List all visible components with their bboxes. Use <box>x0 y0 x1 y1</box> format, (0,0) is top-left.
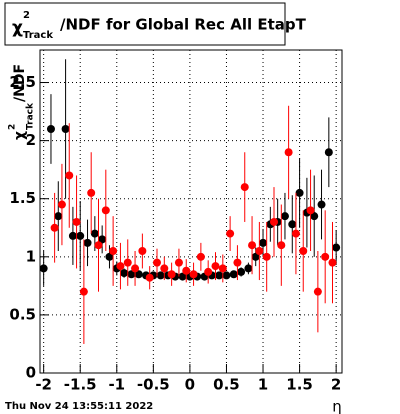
x-tick-label: 1 <box>258 376 268 394</box>
data-point <box>79 287 88 296</box>
title-sup: 2 <box>23 10 30 21</box>
data-point <box>211 262 220 271</box>
data-point <box>54 212 63 221</box>
data-point <box>291 229 300 238</box>
data-point <box>244 264 253 273</box>
data-point <box>313 287 322 296</box>
y-label: /NDF <box>12 64 28 102</box>
x-tick-label: 0 <box>185 376 195 394</box>
data-point <box>226 229 235 238</box>
y-tick-label: 2 <box>26 131 36 149</box>
data-point <box>83 238 92 247</box>
data-point <box>295 188 304 197</box>
x-tick-label: -1.5 <box>64 376 97 394</box>
data-point <box>123 258 132 267</box>
data-point <box>233 258 242 267</box>
data-point <box>251 252 260 261</box>
y-tick-label: 0.5 <box>9 305 36 323</box>
data-point <box>215 271 224 280</box>
plot-frame <box>39 49 343 374</box>
x-tick-label: 2 <box>331 376 341 394</box>
data-point <box>321 252 330 261</box>
x-tick-label: -0.5 <box>137 376 170 394</box>
data-point <box>160 264 169 273</box>
data-point <box>288 220 297 229</box>
data-point <box>65 171 74 180</box>
data-point <box>174 258 183 267</box>
data-point <box>277 241 286 250</box>
data-point <box>299 247 308 256</box>
chart-title: /NDF for Global Rec All EtapT <box>60 16 307 34</box>
y-label-sup: 2 <box>8 124 18 130</box>
data-point <box>237 267 246 276</box>
x-tick-label: 0.5 <box>213 376 240 394</box>
x-tick-label: 1.5 <box>286 376 313 394</box>
data-point <box>72 217 81 226</box>
data-point <box>134 270 143 279</box>
data-point <box>182 266 191 275</box>
data-point <box>90 229 99 238</box>
data-point <box>306 206 315 215</box>
data-point <box>105 252 114 261</box>
data-point <box>255 247 264 256</box>
data-point <box>138 247 147 256</box>
data-point <box>156 271 165 280</box>
data-point <box>229 270 238 279</box>
y-tick-label: 0 <box>26 364 36 382</box>
x-tick-label: -1 <box>108 376 125 394</box>
data-point <box>332 243 341 252</box>
data-point <box>68 231 77 240</box>
data-point <box>280 212 289 221</box>
data-point <box>87 188 96 197</box>
y-label-sub: Track <box>26 102 36 130</box>
data-point <box>196 252 205 261</box>
data-point <box>39 264 48 273</box>
title-sub: Track <box>23 30 53 41</box>
data-point <box>218 264 227 273</box>
y-axis-label: χ 2 Track /NDF <box>8 64 36 140</box>
data-point <box>109 247 118 256</box>
data-point <box>248 241 257 250</box>
data-point <box>222 271 231 280</box>
data-point <box>269 217 278 226</box>
data-point <box>98 235 107 244</box>
data-point <box>61 125 70 134</box>
data-point <box>120 269 129 278</box>
footer: Thu Nov 24 13:55:11 2022 <box>5 401 153 412</box>
x-tick-label: -2 <box>35 376 52 394</box>
data-point <box>284 148 293 157</box>
data-point <box>167 270 176 279</box>
data-point <box>189 270 198 279</box>
y-tick-label: 2.5 <box>9 73 36 91</box>
data-point <box>310 212 319 221</box>
data-point <box>94 241 103 250</box>
data-point <box>324 148 333 157</box>
data-point <box>57 200 66 209</box>
data-point <box>152 258 161 267</box>
data-point <box>240 183 249 192</box>
x-axis-label: η <box>332 398 342 414</box>
data-point <box>50 223 59 232</box>
data-point <box>178 272 187 281</box>
data-point <box>46 125 55 134</box>
data-point <box>317 200 326 209</box>
title-box <box>4 2 286 46</box>
data-point <box>116 262 125 271</box>
y-label-symbol: χ <box>12 131 28 140</box>
data-point <box>101 206 110 215</box>
data-point <box>127 270 136 279</box>
data-point <box>76 231 85 240</box>
data-point <box>131 264 140 273</box>
data-point <box>259 238 268 247</box>
data-point <box>204 267 213 276</box>
title-symbol: χ <box>12 18 23 38</box>
data-point <box>145 273 154 282</box>
y-tick-label: 1.5 <box>9 189 36 207</box>
data-point <box>262 252 271 261</box>
data-point <box>328 258 337 267</box>
y-tick-label: 1 <box>26 247 36 265</box>
